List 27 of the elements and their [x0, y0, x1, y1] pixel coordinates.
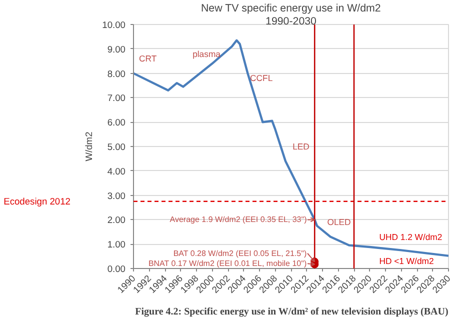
- annotation: CRT: [139, 54, 158, 64]
- y-tick-label: 2.00: [107, 215, 126, 226]
- annotation: Average 1.9 W/dm2 (EEI 0.35 EL, 33"): [170, 215, 308, 224]
- y-tick-label: 6.00: [107, 118, 126, 128]
- annotation: HD <1 W/dm2: [379, 256, 434, 266]
- y-tick-label: 0.00: [107, 264, 126, 274]
- y-tick-label: 3.00: [107, 190, 126, 201]
- annotation: OLED: [327, 217, 351, 228]
- annotation: BAT 0.28 W/dm2 (EEI 0.05 EL, 21.5"): [173, 248, 307, 258]
- annotation: LED: [292, 142, 310, 152]
- y-tick-label: 9.00: [107, 44, 126, 54]
- y-axis-title: W/dm2: [84, 132, 94, 162]
- annotation: BNAT 0.17 W/dm2 (EEI 0.01 EL, mobile 10"): [148, 259, 307, 268]
- y-tick-label: 7.00: [107, 93, 126, 104]
- ref-line-label: Ecodesign 2012: [4, 196, 70, 206]
- y-tick-label: 1.00: [107, 240, 126, 250]
- annotation: plasma: [192, 48, 221, 59]
- annotation: CCFL: [250, 73, 273, 84]
- caption: Figure 4.2: Specific energy use in W/dm² of new television displays (BAU): [135, 306, 448, 318]
- y-tick-label: 5.00: [107, 142, 126, 152]
- line-series: [134, 39, 448, 257]
- chart-subtitle: 1990-2030: [266, 16, 317, 28]
- y-tick-label: 10.00: [102, 20, 126, 30]
- y-tick-label: 4.00: [107, 166, 126, 176]
- annotation: UHD 1.2 W/dm2: [379, 232, 442, 242]
- chart-title: New TV specific energy use in W/dm2: [200, 2, 381, 14]
- y-tick-label: 8.00: [107, 68, 126, 79]
